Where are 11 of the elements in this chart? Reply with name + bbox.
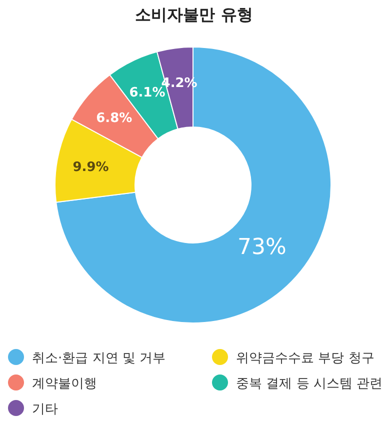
data-label: 73% [238, 234, 286, 260]
data-label: 9.9% [72, 160, 109, 175]
chart-title: 소비자불만 유형 [135, 5, 253, 24]
legend-label: 기타 [32, 402, 58, 417]
legend-label: 중복 결제 등 시스템 관련 [236, 376, 383, 392]
data-label: 6.8% [96, 111, 132, 126]
legend-label: 계약불이행 [32, 376, 97, 392]
legend-label: 위약금수수료 부당 청구 [236, 351, 374, 366]
legend-label: 취소·환급 지연 및 거부 [32, 351, 166, 366]
donut-slice [56, 46, 332, 324]
data-label: 6.1% [129, 86, 166, 101]
